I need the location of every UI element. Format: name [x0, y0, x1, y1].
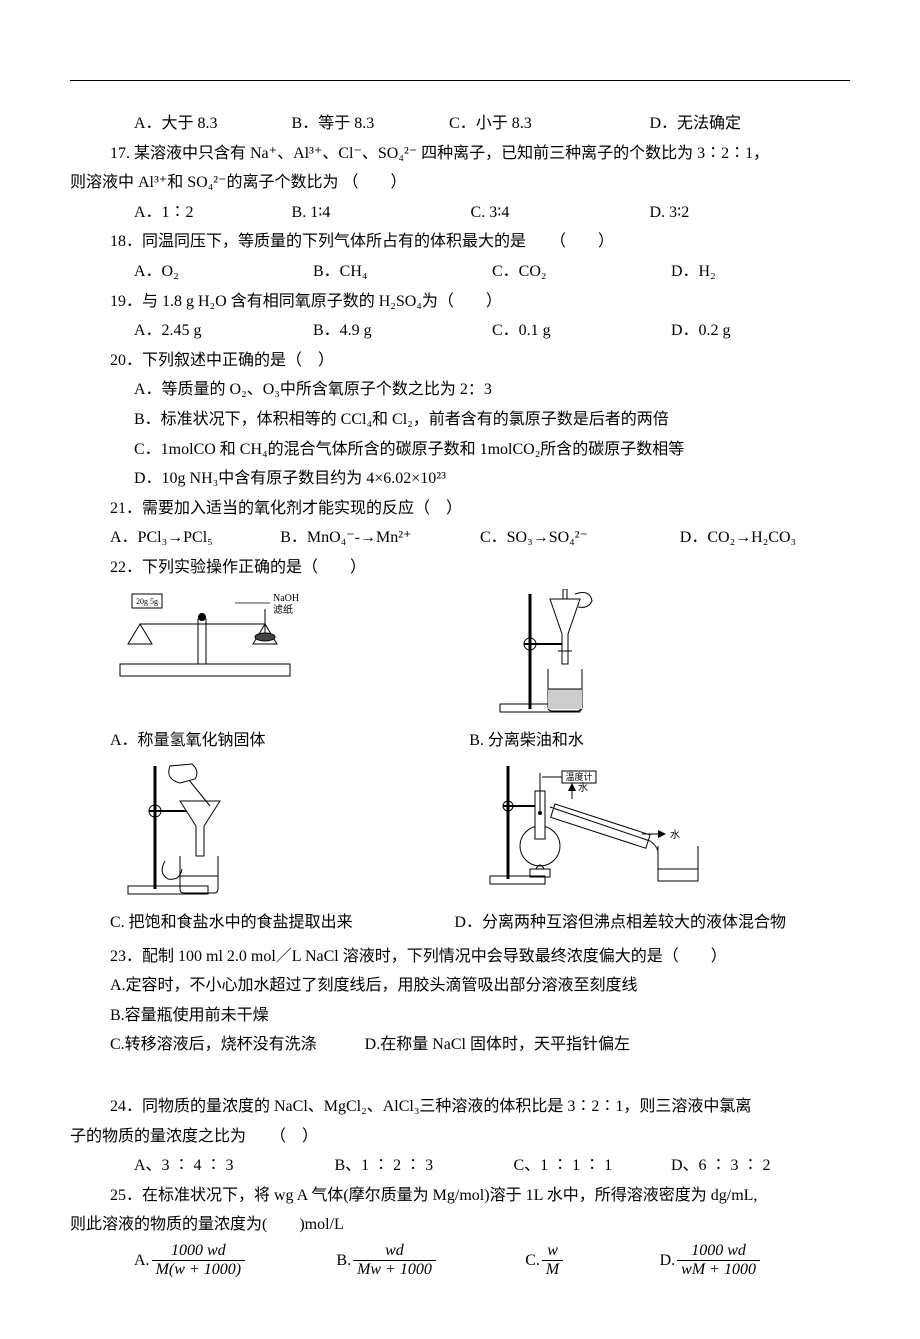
q20-stem: 20．下列叙述中正确的是（ ） — [70, 348, 850, 374]
q16-opt-b: B．等于 8.3 — [292, 111, 450, 137]
q24-opt-b: B、1 ∶ 2 ∶ 3 — [334, 1153, 513, 1179]
q25-opt-c: C. wM — [525, 1242, 647, 1279]
q19-options: A．2.45 g B．4.9 g C．0.1 g D．0.2 g — [70, 318, 850, 344]
q19-opt-b: B．4.9 g — [313, 318, 492, 344]
q25-options: A. 1000 wdM(w + 1000) B. wdMw + 1000 C. … — [70, 1242, 850, 1279]
q16-opt-a: A．大于 8.3 — [134, 111, 292, 137]
q25-stem-2: 则此溶液的物质的量浓度为( )mol/L — [70, 1212, 850, 1238]
thermometer-label: 温度计 — [565, 771, 592, 782]
q22-captions-row1: A．称量氢氧化钠固体 B. 分离柴油和水 — [70, 728, 850, 754]
q17-options: A．1∶2 B. 1∶4 C. 3∶4 D. 3∶2 — [70, 200, 850, 226]
q24-options: A、3 ∶ 4 ∶ 3 B、1 ∶ 2 ∶ 3 C、1 ∶ 1 ∶ 1 D、6 … — [70, 1153, 850, 1179]
q22-stem: 22．下列实验操作正确的是（ ） — [70, 555, 850, 581]
water-in-label: 水 — [670, 829, 680, 841]
q25-opt-a: A. 1000 wdM(w + 1000) — [134, 1242, 324, 1279]
q24-opt-d: D、6 ∶ 3 ∶ 2 — [671, 1153, 850, 1179]
balance-figure: 20g 5g NaOH 滤纸 — [110, 589, 300, 689]
separating-funnel-figure — [480, 589, 620, 719]
q18-opt-c: C．CO₂ — [492, 259, 671, 285]
distillation-figure: 温度计 水 水 — [480, 761, 740, 891]
q16-options: A．大于 8.3 B．等于 8.3 C．小于 8.3 D．无法确定 — [70, 111, 850, 137]
spacer — [70, 1062, 850, 1090]
q21-opt-d: D．CO₂→H₂CO₃ — [680, 525, 850, 551]
q25-opt-b: B. wdMw + 1000 — [336, 1242, 513, 1279]
q18-stem: 18．同温同压下，等质量的下列气体所占有的体积最大的是 （ ） — [70, 229, 850, 255]
q23-stem: 23．配制 100 ml 2.0 mol／L NaCl 溶液时，下列情况中会导致… — [70, 944, 850, 970]
q17-stem-1: 17. 某溶液中只含有 Na⁺、Al³⁺、Cl⁻、SO₄²⁻ 四种离子，已知前三… — [70, 141, 850, 167]
q17-stem-2: 则溶液中 Al³⁺和 SO₄²⁻的离子个数比为 （ ） — [70, 170, 850, 196]
q19-opt-c: C．0.1 g — [492, 318, 671, 344]
q18-opt-b: B．CH₄ — [313, 259, 492, 285]
q20-opt-c: C．1molCO 和 CH₄的混合气体所含的碳原子数和 1molCO₂所含的碳原… — [70, 437, 850, 463]
q22-cap-a: A．称量氢氧化钠固体 — [110, 728, 465, 754]
q19-opt-a: A．2.45 g — [134, 318, 313, 344]
balance-paper-label: 滤纸 — [273, 603, 293, 616]
q19-opt-d: D．0.2 g — [671, 318, 850, 344]
water-out-label: 水 — [578, 782, 588, 794]
q25-opt-d: D. 1000 wdwM + 1000 — [660, 1242, 850, 1279]
q18-options: A．O₂ B．CH₄ C．CO₂ D．H₂ — [70, 259, 850, 285]
q22-cap-c: C. 把饱和食盐水中的食盐提取出来 — [110, 910, 450, 936]
q17-opt-d: D. 3∶2 — [650, 200, 829, 226]
q22-captions-row2: C. 把饱和食盐水中的食盐提取出来 D．分离两种互溶但沸点相差较大的液体混合物 — [70, 910, 850, 936]
balance-weight-label: 20g 5g — [136, 597, 158, 606]
q24-stem-1: 24．同物质的量浓度的 NaCl、MgCl₂、AlCl₃三种溶液的体积比是 3∶… — [70, 1094, 850, 1120]
q23-opt-a: A.定容时，不小心加水超过了刻度线后，用胶头滴管吸出部分溶液至刻度线 — [70, 973, 850, 999]
q22-figures-row1: 20g 5g NaOH 滤纸 — [110, 589, 850, 724]
q22-cap-d: D．分离两种互溶但沸点相差较大的液体混合物 — [454, 910, 846, 936]
q24-opt-a: A、3 ∶ 4 ∶ 3 — [134, 1153, 334, 1179]
q17-opt-b: B. 1∶4 — [292, 200, 471, 226]
q17-opt-c: C. 3∶4 — [471, 200, 650, 226]
q17-opt-a: A．1∶2 — [134, 200, 292, 226]
q16-opt-c: C．小于 8.3 — [449, 111, 649, 137]
q20-opt-d: D．10g NH₃中含有原子数目约为 4×6.02×10²³ — [70, 466, 850, 492]
q20-opt-b: B．标准状况下，体积相等的 CCl₄和 Cl₂，前者含有的氯原子数是后者的两倍 — [70, 407, 850, 433]
balance-reagent-label: NaOH — [273, 593, 299, 604]
q24-opt-c: C、1 ∶ 1 ∶ 1 — [513, 1153, 671, 1179]
q24-stem-2: 子的物质的量浓度之比为 （ ） — [70, 1124, 850, 1150]
q23-opt-b: B.容量瓶使用前未干燥 — [70, 1003, 850, 1029]
q21-opt-c: C．SO₃→SO₄²⁻ — [480, 525, 680, 551]
q21-opt-b: B．MnO₄⁻-→Mn²⁺ — [280, 525, 480, 551]
q18-opt-a: A．O₂ — [134, 259, 313, 285]
q25-stem-1: 25．在标准状况下，将 wg A 气体(摩尔质量为 Mg/mol)溶于 1L 水… — [70, 1183, 850, 1209]
q19-stem: 19．与 1.8 g H₂O 含有相同氧原子数的 H₂SO₄为（ ） — [70, 289, 850, 315]
q23-opt-cd: C.转移溶液后，烧杯没有洗涤 D.在称量 NaCl 固体时，天平指针偏左 — [70, 1032, 850, 1058]
q22-cap-b: B. 分离柴油和水 — [469, 728, 824, 754]
q22-figures-row2: 温度计 水 水 — [110, 761, 850, 906]
q16-opt-d: D．无法确定 — [650, 111, 850, 137]
filtration-figure — [110, 761, 260, 901]
q18-opt-d: D．H₂ — [671, 259, 850, 285]
q21-stem: 21．需要加入适当的氧化剂才能实现的反应（ ） — [70, 496, 850, 522]
header-rule — [70, 80, 850, 81]
q21-options: A．PCl₃→PCl₅ B．MnO₄⁻-→Mn²⁺ C．SO₃→SO₄²⁻ D．… — [70, 525, 850, 551]
q20-opt-a: A．等质量的 O₂、O₃中所含氧原子个数之比为 2：3 — [70, 377, 850, 403]
q21-opt-a: A．PCl₃→PCl₅ — [110, 525, 280, 551]
